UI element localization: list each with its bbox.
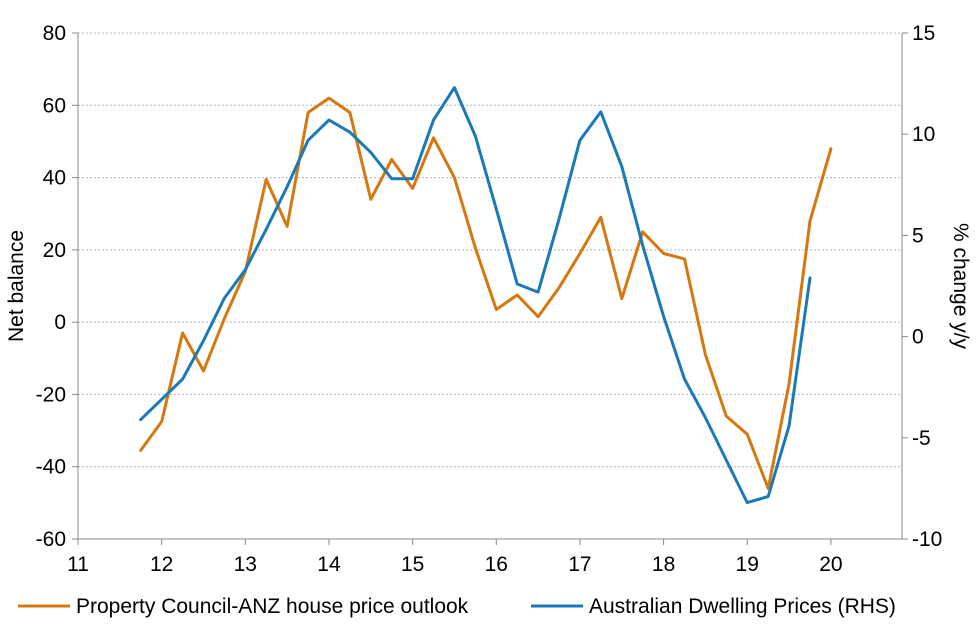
right-axis-title: % change y/y	[949, 223, 972, 350]
gridlines	[78, 32, 902, 468]
right-tick-label: 10	[912, 123, 935, 146]
legend-label-dwelling-prices: Australian Dwelling Prices (RHS)	[589, 595, 896, 618]
left-tick-label: 40	[43, 167, 66, 190]
x-tick-label: 20	[819, 553, 842, 576]
x-tick-label: 19	[736, 553, 759, 576]
x-tick-label: 13	[234, 553, 257, 576]
x-axis-ticks: 11 12 13 14 15 16 17 18 19 20	[67, 539, 843, 576]
x-tick-label: 18	[652, 553, 675, 576]
left-tick-label: 80	[43, 22, 66, 45]
right-tick-label: 5	[912, 224, 924, 247]
left-axis-ticks: 80 60 40 20 0 -20 -40 -60	[36, 22, 78, 551]
series-lines	[139, 86, 833, 505]
left-tick-label: -20	[36, 383, 66, 406]
x-tick-label: 14	[317, 553, 341, 576]
x-tick-label: 17	[568, 553, 591, 576]
left-tick-label: 0	[54, 311, 66, 334]
left-tick-label: 60	[43, 94, 66, 117]
left-tick-label: 20	[43, 239, 66, 262]
legend: Property Council-ANZ house price outlook…	[18, 595, 896, 618]
x-tick-label: 16	[485, 553, 508, 576]
right-tick-label: 15	[912, 22, 935, 45]
x-tick-label: 12	[150, 553, 173, 576]
right-tick-label: 0	[912, 326, 924, 349]
left-tick-label: -60	[36, 528, 66, 551]
axes	[77, 33, 903, 540]
legend-label-property-council: Property Council-ANZ house price outlook	[76, 595, 469, 618]
right-tick-label: -5	[912, 427, 931, 450]
x-tick-label: 11	[67, 553, 89, 576]
right-tick-label: -10	[912, 528, 942, 551]
series-line-dwelling-prices	[139, 86, 812, 505]
left-tick-label: -40	[36, 456, 66, 479]
x-tick-label: 15	[401, 553, 424, 576]
series-line-property-council	[139, 96, 833, 490]
left-axis-title: Net balance	[5, 230, 28, 342]
right-axis-ticks: 15 10 5 0 -5 -10	[902, 22, 942, 551]
